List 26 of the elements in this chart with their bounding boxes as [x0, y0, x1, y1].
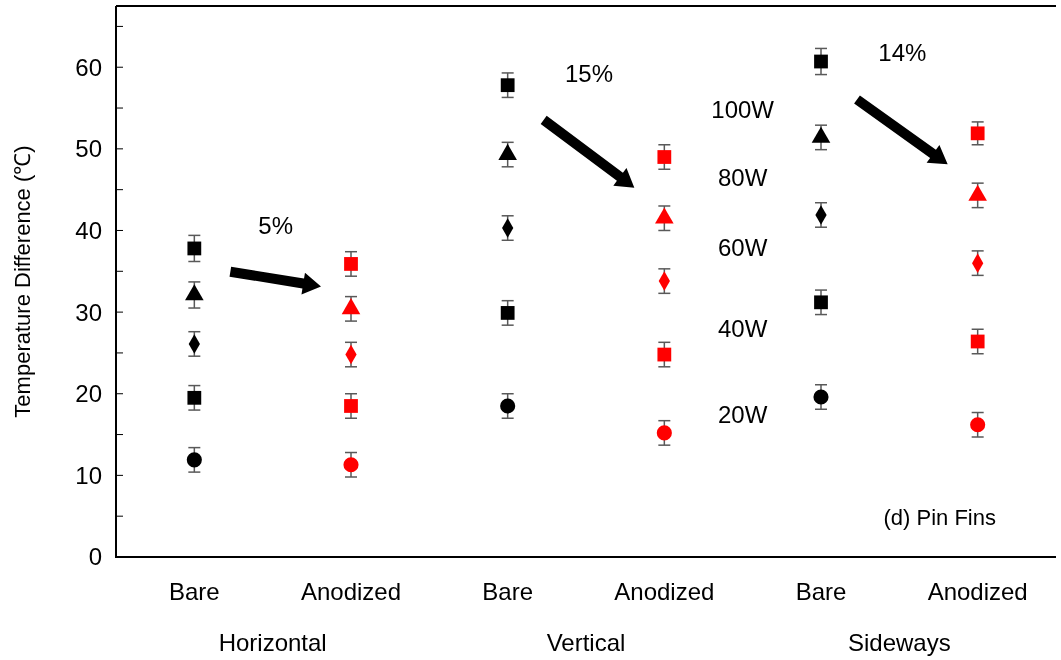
x-tick-label: Anodized: [614, 578, 715, 605]
x-tick-label: Bare: [168, 578, 220, 605]
y-tick-label: 60: [75, 53, 102, 81]
series-label: 40W: [717, 314, 768, 342]
y-tick-label: 50: [75, 135, 102, 163]
y-tick-label: 10: [75, 461, 102, 489]
x-tick-label: Bare: [795, 578, 847, 605]
y-tick-label: 0: [88, 543, 102, 571]
annotation: 5%: [258, 211, 294, 239]
y-tick-label: 40: [75, 216, 102, 244]
annotation: 14%: [878, 39, 927, 67]
y-axis-title: Temperature Difference (℃): [10, 145, 35, 418]
y-tick-label: 20: [75, 380, 102, 408]
annotation: 15%: [564, 59, 614, 87]
text: Sideways: [847, 629, 951, 656]
x-tick-label: Anodized: [927, 578, 1028, 605]
text: Horizontal: [218, 629, 327, 656]
annotation: (d) Pin Fins: [883, 505, 996, 530]
text: 60W: [717, 234, 768, 262]
text: Vertical: [546, 629, 626, 656]
series-label: 20W: [717, 401, 768, 429]
text: 80W: [717, 164, 768, 192]
x-tick-label: Anodized: [300, 578, 402, 605]
text: 100W: [711, 95, 775, 123]
y-tick-label: 30: [75, 298, 102, 326]
x-tick-label: Bare: [482, 578, 534, 605]
